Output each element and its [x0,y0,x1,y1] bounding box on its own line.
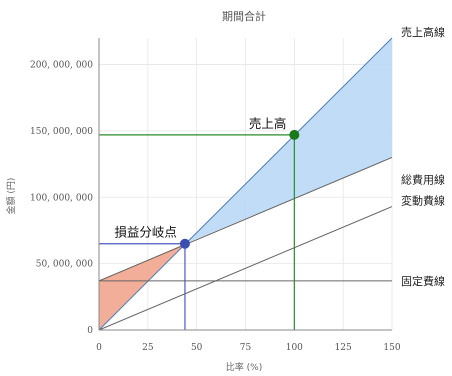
break-even-point-marker [179,238,190,249]
x-tick-label-6: 150 [383,343,400,353]
y-tick-label-1: 50, 000, 000 [36,260,94,270]
x-axis-title: 比率 (%) [226,361,262,373]
guide-lines [99,134,295,330]
break-even-point-label: 損益分岐点 [114,225,177,240]
x-tick-label-0: 0 [96,343,102,353]
y-tick-label-2: 100, 000, 000 [30,193,93,203]
y-axis-title: 金額 (円) [5,178,17,215]
total-cost-line [98,156,393,282]
y-tick-label-4: 200, 000, 000 [30,61,93,71]
chart-title: 期間合計 [222,9,266,23]
y-tick-label-0: 0 [87,326,93,336]
x-tick-label-1: 25 [142,343,154,353]
fixed-cost-line-label: 固定費線 [401,274,445,288]
axes [98,38,392,331]
total-cost-line-label: 総費用線 [401,172,445,186]
sales-line-label: 売上高線 [401,25,445,39]
variable-cost-line-label: 変動費線 [401,194,445,208]
variable-cost-line [98,206,393,331]
tick-labels: 0 25 50 75 100 125 150 0 50, 000, 000 100, 000, 0… [30,61,401,353]
x-tick-label-5: 125 [335,343,352,353]
sales-point-label: 売上高 [249,116,287,131]
sales-point-marker [289,129,300,140]
y-tick-label-3: 150, 000, 000 [30,127,93,137]
x-tick-label-2: 50 [191,343,203,353]
x-tick-label-3: 75 [240,343,252,353]
series-lines [98,37,393,331]
x-tick-label-4: 100 [286,343,303,353]
points [179,129,300,249]
